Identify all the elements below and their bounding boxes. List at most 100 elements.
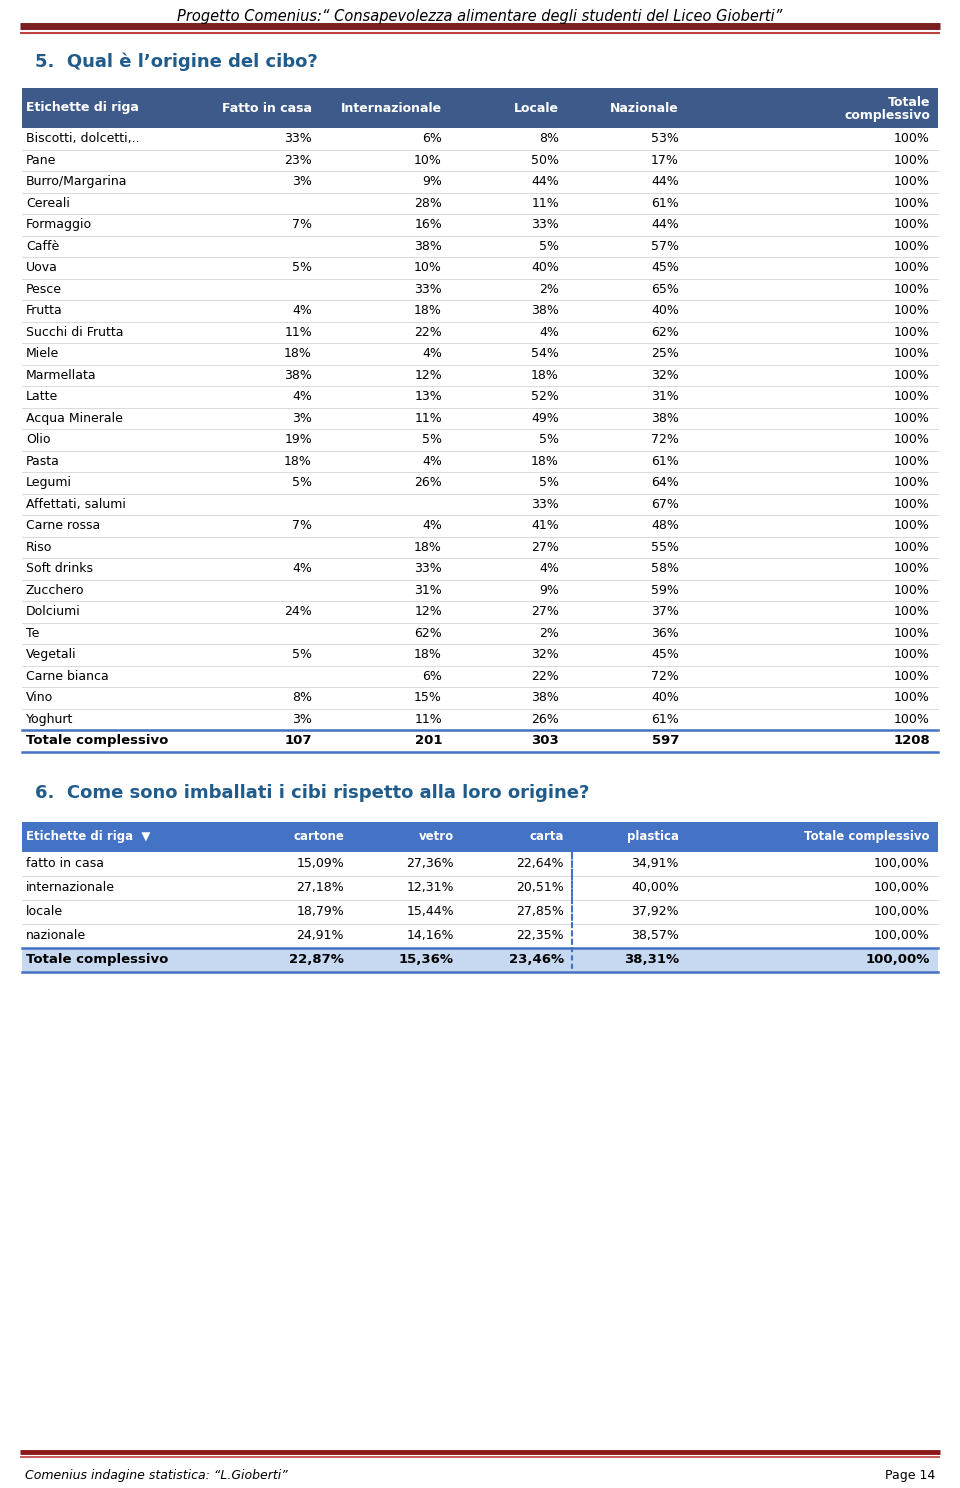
Text: Miele: Miele — [26, 347, 60, 360]
Text: 52%: 52% — [531, 390, 559, 403]
Text: 18%: 18% — [414, 304, 442, 317]
Text: 100%: 100% — [894, 132, 930, 146]
Text: 67%: 67% — [651, 498, 679, 510]
Text: 23,46%: 23,46% — [509, 952, 564, 966]
Text: 100%: 100% — [894, 262, 930, 274]
Text: 12,31%: 12,31% — [406, 881, 454, 894]
Text: 34,91%: 34,91% — [632, 857, 679, 870]
Text: 2%: 2% — [540, 626, 559, 640]
Text: Riso: Riso — [26, 540, 53, 554]
Text: Totale complessivo: Totale complessivo — [26, 952, 168, 966]
Text: 5%: 5% — [292, 649, 312, 661]
Text: 50%: 50% — [531, 153, 559, 167]
Text: 3%: 3% — [292, 713, 312, 726]
Text: 22%: 22% — [415, 326, 442, 339]
Text: 100%: 100% — [894, 347, 930, 360]
Text: 48%: 48% — [651, 519, 679, 533]
Text: 27%: 27% — [531, 540, 559, 554]
Text: locale: locale — [26, 905, 63, 918]
Text: Te: Te — [26, 626, 39, 640]
Text: 62%: 62% — [651, 326, 679, 339]
Text: 27,85%: 27,85% — [516, 905, 564, 918]
Text: 100%: 100% — [894, 304, 930, 317]
Text: Internazionale: Internazionale — [341, 101, 442, 115]
Text: 33%: 33% — [415, 562, 442, 576]
Text: 4%: 4% — [292, 562, 312, 576]
Text: Locale: Locale — [514, 101, 559, 115]
Text: Carne rossa: Carne rossa — [26, 519, 100, 533]
Text: 100,00%: 100,00% — [875, 905, 930, 918]
Text: Affettati, salumi: Affettati, salumi — [26, 498, 126, 510]
Text: 38%: 38% — [284, 369, 312, 382]
Text: 100%: 100% — [894, 176, 930, 189]
Text: 23%: 23% — [284, 153, 312, 167]
Text: 44%: 44% — [651, 176, 679, 189]
Text: 38,57%: 38,57% — [631, 929, 679, 942]
Text: 12%: 12% — [415, 606, 442, 618]
Text: 72%: 72% — [651, 670, 679, 683]
Text: 9%: 9% — [422, 176, 442, 189]
Text: 61%: 61% — [651, 713, 679, 726]
Bar — [22, 948, 938, 972]
Text: 44%: 44% — [531, 176, 559, 189]
Text: 4%: 4% — [422, 519, 442, 533]
Text: 18%: 18% — [414, 649, 442, 661]
Text: 100%: 100% — [894, 196, 930, 210]
Text: Zucchero: Zucchero — [26, 583, 84, 597]
Text: 8%: 8% — [539, 132, 559, 146]
Text: Dolciumi: Dolciumi — [26, 606, 81, 618]
Text: 15%: 15% — [414, 692, 442, 704]
Text: 62%: 62% — [415, 626, 442, 640]
Text: 19%: 19% — [284, 433, 312, 446]
Text: 37,92%: 37,92% — [632, 905, 679, 918]
Text: 61%: 61% — [651, 196, 679, 210]
Text: 9%: 9% — [540, 583, 559, 597]
Text: Uova: Uova — [26, 262, 58, 274]
Text: 33%: 33% — [415, 283, 442, 296]
Text: 22%: 22% — [531, 670, 559, 683]
Text: 100%: 100% — [894, 583, 930, 597]
Text: 100%: 100% — [894, 670, 930, 683]
Text: 4%: 4% — [540, 326, 559, 339]
Text: Frutta: Frutta — [26, 304, 62, 317]
Text: Latte: Latte — [26, 390, 59, 403]
Text: 5%: 5% — [292, 262, 312, 274]
Text: cartone: cartone — [293, 830, 344, 844]
Text: Etichette di riga: Etichette di riga — [26, 101, 139, 115]
Text: 100%: 100% — [894, 455, 930, 467]
Text: Totale: Totale — [887, 95, 930, 109]
Text: 100%: 100% — [894, 692, 930, 704]
Text: nazionale: nazionale — [26, 929, 86, 942]
Text: Totale complessivo: Totale complessivo — [26, 734, 168, 747]
Bar — [22, 821, 938, 851]
Text: 4%: 4% — [540, 562, 559, 576]
Text: 54%: 54% — [531, 347, 559, 360]
Text: 100%: 100% — [894, 283, 930, 296]
Text: 100,00%: 100,00% — [875, 881, 930, 894]
Text: Vegetali: Vegetali — [26, 649, 77, 661]
Text: 53%: 53% — [651, 132, 679, 146]
Text: 201: 201 — [415, 734, 442, 747]
Text: 61%: 61% — [651, 455, 679, 467]
Text: 11%: 11% — [415, 412, 442, 424]
Text: Marmellata: Marmellata — [26, 369, 97, 382]
Text: 20,51%: 20,51% — [516, 881, 564, 894]
Text: 27,18%: 27,18% — [297, 881, 344, 894]
Text: 18%: 18% — [414, 540, 442, 554]
Text: 7%: 7% — [292, 219, 312, 231]
Text: 33%: 33% — [531, 498, 559, 510]
Text: Totale complessivo: Totale complessivo — [804, 830, 930, 844]
Text: 17%: 17% — [651, 153, 679, 167]
Text: 11%: 11% — [415, 713, 442, 726]
Text: Comenius indagine statistica: “L.Gioberti”: Comenius indagine statistica: “L.Giobert… — [25, 1470, 288, 1482]
Text: 100%: 100% — [894, 476, 930, 490]
Text: 33%: 33% — [284, 132, 312, 146]
Text: plastica: plastica — [627, 830, 679, 844]
Text: Pasta: Pasta — [26, 455, 60, 467]
Text: 45%: 45% — [651, 262, 679, 274]
Text: internazionale: internazionale — [26, 881, 115, 894]
Text: 100%: 100% — [894, 433, 930, 446]
Text: 100%: 100% — [894, 498, 930, 510]
Text: 100%: 100% — [894, 626, 930, 640]
Text: Pane: Pane — [26, 153, 57, 167]
